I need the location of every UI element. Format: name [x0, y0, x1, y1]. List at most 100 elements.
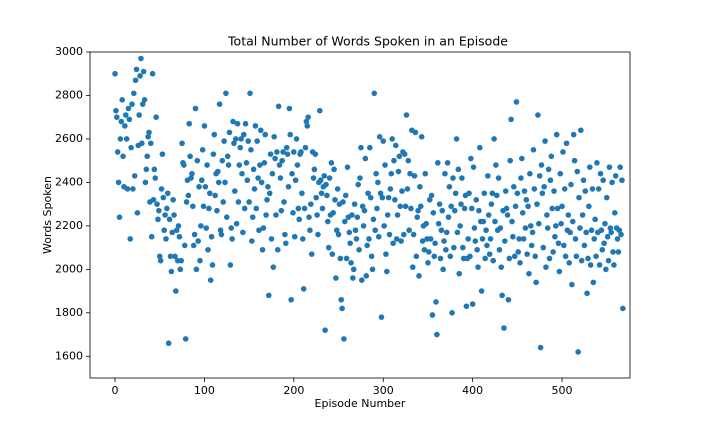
point	[479, 236, 486, 242]
point	[125, 105, 132, 112]
point	[401, 151, 408, 157]
point	[485, 212, 492, 218]
point	[247, 90, 253, 97]
point	[527, 223, 534, 229]
point	[293, 136, 300, 142]
point	[328, 160, 335, 166]
point	[364, 242, 370, 249]
point	[433, 299, 439, 305]
point	[294, 162, 301, 168]
point	[557, 170, 564, 177]
point	[343, 255, 350, 262]
point	[178, 257, 184, 264]
point	[226, 129, 233, 136]
point	[493, 192, 500, 199]
point	[444, 160, 451, 166]
point	[138, 55, 144, 62]
point	[200, 203, 207, 210]
point	[537, 344, 544, 351]
point	[338, 296, 345, 303]
point	[254, 138, 260, 144]
point	[406, 227, 412, 234]
y-tick-label: 2400	[55, 175, 83, 188]
point	[520, 236, 527, 242]
point	[455, 166, 462, 173]
point	[518, 175, 524, 181]
x-tick-label: 100	[194, 384, 215, 397]
point	[133, 66, 140, 73]
point	[215, 179, 222, 186]
point	[428, 192, 435, 199]
point	[473, 196, 480, 203]
point	[349, 212, 355, 218]
point	[589, 186, 596, 192]
point	[394, 212, 401, 218]
point	[375, 233, 382, 240]
point	[416, 273, 422, 279]
point	[593, 253, 599, 260]
point	[603, 194, 610, 201]
point	[295, 205, 302, 212]
point	[375, 179, 381, 186]
point	[384, 268, 390, 275]
point	[460, 244, 466, 251]
point	[217, 227, 224, 234]
point	[216, 101, 223, 107]
point	[348, 260, 354, 266]
point	[144, 153, 151, 160]
point	[323, 181, 329, 188]
point	[573, 253, 580, 260]
point	[355, 181, 362, 188]
point	[567, 229, 573, 236]
point	[287, 131, 294, 138]
point	[496, 246, 503, 253]
point	[354, 214, 361, 220]
point	[231, 140, 237, 147]
point	[471, 225, 478, 231]
point	[136, 112, 142, 118]
point	[112, 70, 118, 77]
point	[461, 205, 468, 212]
point	[535, 112, 541, 118]
point	[584, 290, 590, 297]
point	[423, 220, 429, 227]
point	[342, 218, 348, 225]
point	[588, 227, 595, 234]
point	[198, 223, 204, 229]
point	[509, 218, 515, 225]
point	[273, 212, 279, 218]
point	[251, 186, 258, 192]
point	[209, 262, 216, 268]
point	[208, 233, 215, 240]
point	[478, 288, 485, 294]
point	[276, 162, 283, 168]
point	[220, 199, 227, 205]
point	[134, 210, 141, 216]
point	[339, 305, 345, 312]
point	[422, 170, 429, 177]
point	[318, 190, 325, 197]
point	[450, 175, 456, 181]
point	[392, 196, 398, 203]
point	[192, 105, 199, 112]
point	[148, 233, 155, 240]
point	[257, 162, 263, 168]
point	[419, 238, 426, 244]
point	[389, 136, 395, 142]
point	[431, 253, 438, 260]
point	[456, 270, 463, 277]
x-tick-label: 400	[462, 384, 483, 397]
point	[191, 231, 198, 238]
point	[486, 251, 493, 257]
point	[325, 244, 332, 251]
point	[439, 207, 446, 214]
point	[185, 192, 192, 199]
point	[469, 301, 476, 307]
point	[283, 144, 290, 151]
point	[403, 112, 410, 118]
point	[386, 231, 393, 238]
point	[356, 246, 362, 253]
point	[409, 264, 416, 270]
point	[122, 123, 128, 129]
